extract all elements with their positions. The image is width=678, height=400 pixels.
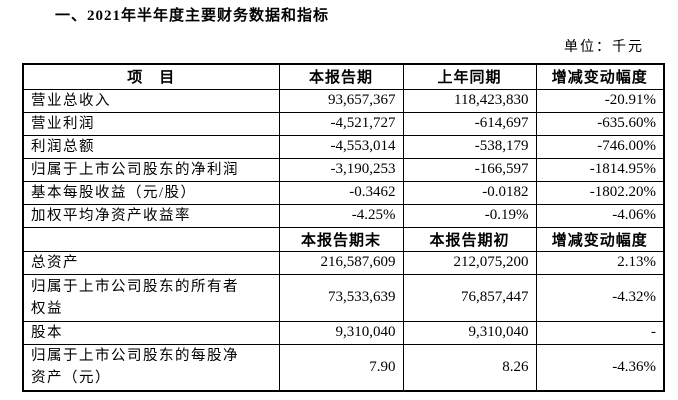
row-change-value: -4.32%	[535, 273, 665, 322]
row-prior-value: 76,857,447	[402, 273, 537, 322]
row-item-label: 营业总收入	[22, 88, 280, 113]
column-header-change: 增减变动幅度	[535, 63, 665, 90]
row-current-value: -4.25%	[278, 203, 404, 228]
table-row: 归属于上市公司股东的每股净资产（元） 7.90 8.26 -4.36%	[22, 343, 665, 392]
column-header-change: 增减变动幅度	[535, 226, 665, 252]
table-row: 归属于上市公司股东的净利润 -3,190,253 -166,597 -1814.…	[22, 157, 665, 182]
financial-data-table: 项 目 本报告期 上年同期 增减变动幅度 营业总收入 93,657,367 11…	[22, 63, 665, 392]
table-row: 营业利润 -4,521,727 -614,697 -635.60%	[22, 111, 665, 136]
row-change-value: 2.13%	[535, 250, 665, 275]
row-current-value: 73,533,639	[278, 273, 404, 322]
row-prior-value: -0.0182	[402, 180, 537, 205]
row-change-value: -1814.95%	[535, 157, 665, 182]
unit-label: 单位：千元	[564, 40, 644, 55]
table-row: 股本 9,310,040 9,310,040 -	[22, 320, 665, 345]
row-current-value: -4,521,727	[278, 111, 404, 136]
row-item-label: 营业利润	[22, 111, 280, 136]
row-prior-value: -538,179	[402, 134, 537, 159]
row-prior-value: -166,597	[402, 157, 537, 182]
row-item-label: 加权平均净资产收益率	[22, 203, 280, 228]
table-row: 基本每股收益（元/股） -0.3462 -0.0182 -1802.20%	[22, 180, 665, 205]
table-row: 总资产 216,587,609 212,075,200 2.13%	[22, 250, 665, 275]
row-change-value: -635.60%	[535, 111, 665, 136]
row-item-label: 基本每股收益（元/股）	[22, 180, 280, 205]
row-item-label: 归属于上市公司股东的净利润	[22, 157, 280, 182]
row-change-value: -1802.20%	[535, 180, 665, 205]
column-header-period-start: 本报告期初	[402, 226, 537, 252]
column-header-current-period: 本报告期	[278, 63, 404, 90]
row-current-value: 9,310,040	[278, 320, 404, 345]
row-prior-value: 9,310,040	[402, 320, 537, 345]
table-row: 归属于上市公司股东的所有者权益 73,533,639 76,857,447 -4…	[22, 273, 665, 322]
column-header-period-end: 本报告期末	[278, 226, 404, 252]
table-header-row-1: 项 目 本报告期 上年同期 增减变动幅度	[22, 63, 665, 90]
row-change-value: -746.00%	[535, 134, 665, 159]
row-current-value: 7.90	[278, 343, 404, 392]
row-change-value: -4.06%	[535, 203, 665, 228]
table-header-row-2: 本报告期末 本报告期初 增减变动幅度	[22, 226, 665, 252]
column-header-item-blank	[22, 226, 280, 252]
row-current-value: 93,657,367	[278, 88, 404, 113]
row-item-label: 股本	[22, 320, 280, 345]
row-prior-value: 118,423,830	[402, 88, 537, 113]
table-row: 利润总额 -4,553,014 -538,179 -746.00%	[22, 134, 665, 159]
table-row: 加权平均净资产收益率 -4.25% -0.19% -4.06%	[22, 203, 665, 228]
table-row: 营业总收入 93,657,367 118,423,830 -20.91%	[22, 88, 665, 113]
row-item-label: 利润总额	[22, 134, 280, 159]
row-change-value: -4.36%	[535, 343, 665, 392]
row-current-value: -4,553,014	[278, 134, 404, 159]
row-change-value: -	[535, 320, 665, 345]
row-item-label: 归属于上市公司股东的所有者权益	[22, 273, 280, 322]
page-title: 一、2021年半年度主要财务数据和指标	[55, 8, 330, 24]
row-item-label: 归属于上市公司股东的每股净资产（元）	[22, 343, 280, 392]
row-prior-value: 8.26	[402, 343, 537, 392]
column-header-prior-period: 上年同期	[402, 63, 537, 90]
row-prior-value: -0.19%	[402, 203, 537, 228]
row-current-value: 216,587,609	[278, 250, 404, 275]
column-header-item: 项 目	[22, 63, 280, 90]
row-prior-value: 212,075,200	[402, 250, 537, 275]
row-item-label: 总资产	[22, 250, 280, 275]
row-prior-value: -614,697	[402, 111, 537, 136]
row-current-value: -0.3462	[278, 180, 404, 205]
row-change-value: -20.91%	[535, 88, 665, 113]
row-current-value: -3,190,253	[278, 157, 404, 182]
